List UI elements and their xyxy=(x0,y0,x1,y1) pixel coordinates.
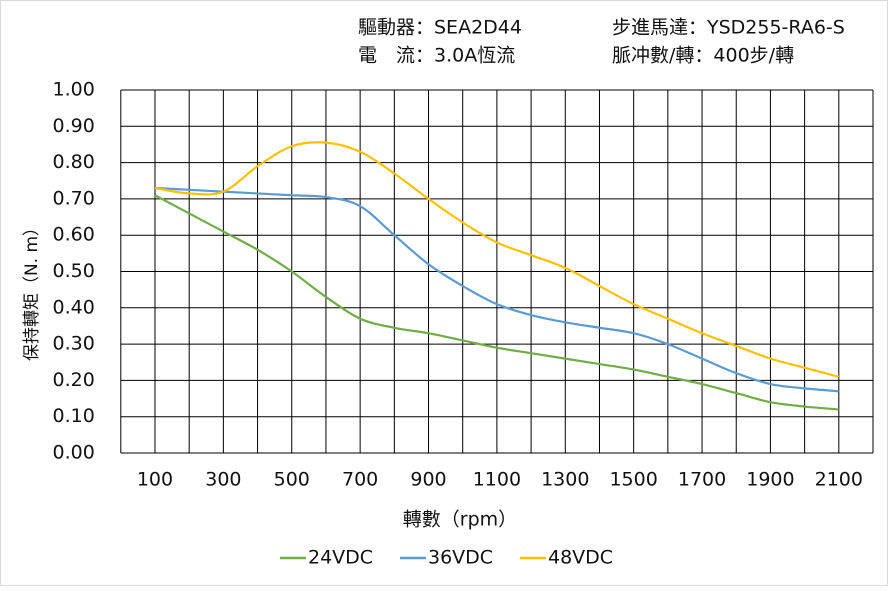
y-tick-label: 0.50 xyxy=(52,260,94,282)
x-axis-label: 轉數（rpm） xyxy=(403,509,517,531)
x-tick-label: 1500 xyxy=(609,469,657,491)
x-tick-label: 2100 xyxy=(815,469,863,491)
x-tick-label: 900 xyxy=(410,469,446,491)
header-text: 電 流：3.0A恆流 xyxy=(358,45,515,67)
legend-label: 36VDC xyxy=(428,547,493,569)
y-tick-label: 0.00 xyxy=(52,442,94,464)
legend-label: 24VDC xyxy=(308,547,373,569)
y-tick-label: 0.20 xyxy=(52,369,94,391)
x-tick-label: 100 xyxy=(137,469,173,491)
x-tick-label: 700 xyxy=(342,469,378,491)
series-line xyxy=(154,186,839,393)
y-tick-label: 0.90 xyxy=(52,115,94,137)
header-text: 驅動器：SEA2D44 xyxy=(358,17,522,39)
x-tick-label: 1100 xyxy=(473,469,521,491)
y-tick-label: 1.00 xyxy=(52,79,94,101)
y-tick-label: 0.40 xyxy=(52,296,94,318)
y-tick-label: 0.30 xyxy=(52,333,94,355)
header-text: 步進馬達：YSD255-RA6-S xyxy=(612,17,845,39)
x-tick-label: 1300 xyxy=(541,469,589,491)
x-tick-label: 300 xyxy=(205,469,241,491)
y-tick-label: 0.10 xyxy=(52,405,94,427)
y-tick-label: 0.60 xyxy=(52,224,94,246)
series-line xyxy=(154,194,839,411)
header-text: 脈冲數/轉：400步/轉 xyxy=(612,45,794,67)
y-tick-label: 0.80 xyxy=(52,151,94,173)
y-axis-label: 保持轉矩（N. m） xyxy=(22,219,42,361)
x-tick-label: 1900 xyxy=(746,469,794,491)
legend-label: 48VDC xyxy=(548,547,613,569)
x-tick-label: 500 xyxy=(274,469,310,491)
series-line xyxy=(154,141,840,378)
y-tick-label: 0.70 xyxy=(52,187,94,209)
x-tick-label: 1700 xyxy=(678,469,726,491)
